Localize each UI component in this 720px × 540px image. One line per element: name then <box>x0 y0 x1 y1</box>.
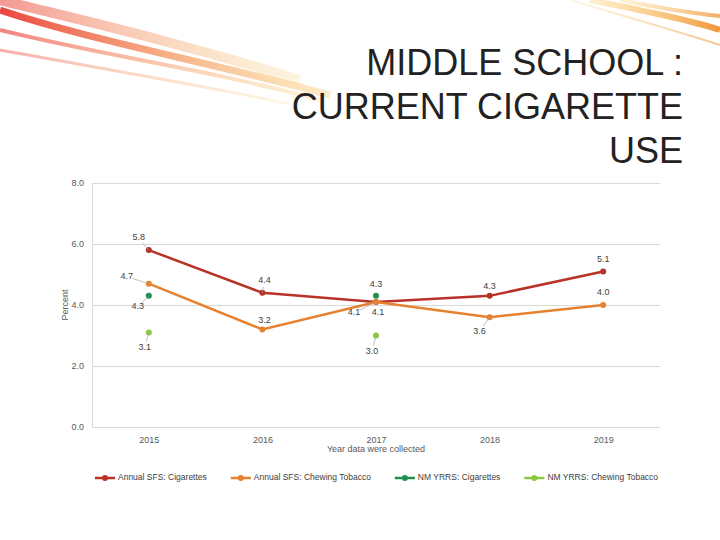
marker <box>600 302 606 308</box>
legend: Annual SFS: Cigarettes Annual SFS: Chewin… <box>95 472 658 482</box>
legend-marker <box>531 475 537 481</box>
leader-line <box>146 332 148 341</box>
data-label: 3.2 <box>258 315 271 325</box>
swoosh <box>570 0 720 45</box>
x-axis: 2015 2016 2017 2018 2019 <box>93 427 661 445</box>
grid-line <box>92 183 660 184</box>
legend-marker <box>102 475 108 481</box>
grid-line <box>92 244 660 245</box>
legend-label: NM YRRS: Chewing Tobacco <box>547 472 658 482</box>
legend-item: Annual SFS: Cigarettes <box>95 472 207 482</box>
legend-item: NM YRRS: Cigarettes <box>395 472 501 482</box>
grid-line <box>92 305 660 306</box>
data-label: 4.7 <box>121 271 134 281</box>
x-tick-label: 2016 <box>253 435 273 445</box>
legend-item: Annual SFS: Chewing Tobacco <box>231 472 371 482</box>
data-label: 4.3 <box>132 301 145 311</box>
leader-line <box>373 336 376 346</box>
series-line <box>149 295 376 298</box>
y-tick: 0.0 <box>71 422 660 432</box>
y-tick-label: 4.0 <box>71 300 84 310</box>
marker <box>487 293 493 299</box>
x-tick: 2017 <box>366 427 386 445</box>
legend-marker <box>402 475 408 481</box>
marker <box>373 293 379 299</box>
x-tick: 2015 <box>139 427 159 445</box>
data-label: 4.0 <box>597 287 610 297</box>
leader-line <box>262 287 263 293</box>
x-tick-label: 2015 <box>139 435 159 445</box>
y-tick: 6.0 <box>71 239 660 249</box>
y-tick-label: 8.0 <box>71 178 84 188</box>
data-label: 4.3 <box>370 279 383 289</box>
y-axis: 0.0 2.0 4.0 6.0 8.0 <box>71 178 660 432</box>
data-label: 4.1 <box>372 307 385 317</box>
x-tick-label: 2018 <box>480 435 500 445</box>
x-tick: 2019 <box>594 427 614 445</box>
series-line <box>149 250 603 302</box>
legend-marker <box>238 475 244 481</box>
grid-line <box>92 427 660 428</box>
leader-line <box>133 278 149 283</box>
x-tick-label: 2019 <box>594 435 614 445</box>
data-labels: 5.8 4.4 4.1 4.3 5.1 4.7 3.2 4.1 3.6 4.0 4.3 4.3 3.1 3… <box>121 232 610 355</box>
legend-label: NM YRRS: Cigarettes <box>418 472 501 482</box>
y-axis-title: Percent <box>60 289 70 321</box>
swoosh <box>0 0 300 80</box>
y-tick-label: 0.0 <box>71 422 84 432</box>
data-label: 3.6 <box>473 326 486 336</box>
marker <box>600 268 606 274</box>
chart: MIDDLE SCHOOL :CURRENT CIGARETTEUSE 0.0 2.… <box>0 0 720 540</box>
x-tick: 2018 <box>480 427 500 445</box>
series-line <box>149 332 376 335</box>
data-label: 4.3 <box>483 281 496 291</box>
data-label: 5.8 <box>133 232 146 242</box>
series-line <box>149 284 603 330</box>
y-tick: 8.0 <box>71 178 660 188</box>
title: MIDDLE SCHOOL :CURRENT CIGARETTEUSE <box>292 42 683 171</box>
data-label: 4.4 <box>258 275 271 285</box>
swoosh <box>0 10 330 95</box>
leader-line <box>143 243 149 250</box>
legend-label: Annual SFS: Chewing Tobacco <box>254 472 371 482</box>
plot-area <box>146 247 606 338</box>
data-label: 5.1 <box>597 254 610 264</box>
data-label: 3.0 <box>366 346 379 356</box>
swoosh <box>0 50 290 104</box>
legend-label: Annual SFS: Cigarettes <box>118 472 207 482</box>
legend-item: NM YRRS: Chewing Tobacco <box>524 472 658 482</box>
swoosh <box>620 0 720 16</box>
x-axis-title: Year data were collected <box>327 444 425 454</box>
x-tick: 2016 <box>253 427 273 445</box>
grid-line <box>92 366 660 367</box>
x-axis-line <box>93 427 661 428</box>
y-tick: 2.0 <box>71 361 660 371</box>
data-label: 3.1 <box>139 342 152 352</box>
y-tick-label: 6.0 <box>71 239 84 249</box>
y-tick-label: 2.0 <box>71 361 84 371</box>
data-label: 4.1 <box>348 307 361 317</box>
marker <box>259 326 265 332</box>
